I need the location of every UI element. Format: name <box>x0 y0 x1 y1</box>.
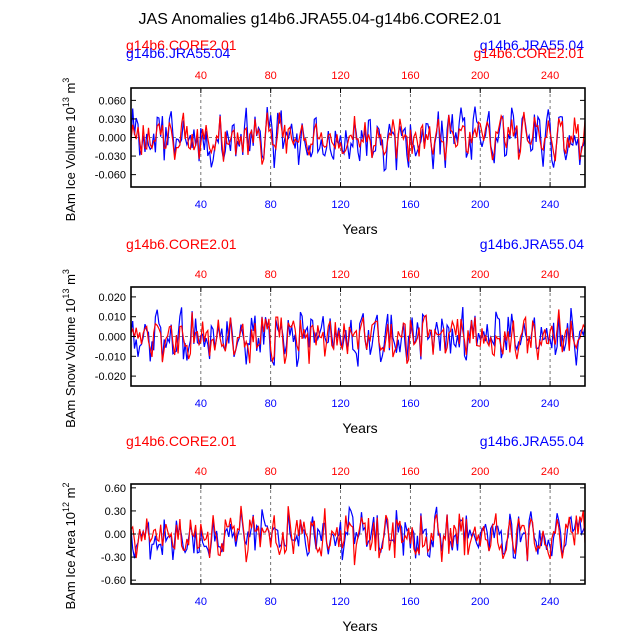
y-axis-title-exp: 13 <box>61 289 71 299</box>
panel-2: -0.020 -0.010 0.000 0.010 0.020 40 40 80 80 120 12… <box>61 236 586 436</box>
x-tick-label-top: 40 <box>195 269 207 281</box>
y-axis-title-exp: 12 <box>61 502 71 512</box>
legend-label-left: g14b6.JRA55.04 <box>126 45 231 61</box>
x-tick-label-bottom: 160 <box>401 596 419 608</box>
legend-label-right: g14b6.JRA55.04 <box>480 236 585 252</box>
x-tick-label-bottom: 160 <box>401 199 419 211</box>
y-tick-label: 0.30 <box>105 506 126 518</box>
y-tick-label: 0.60 <box>105 483 126 495</box>
y-axis-title: BAm Snow Volume 1013 m3 <box>61 269 78 428</box>
x-tick-label-bottom: 200 <box>471 398 489 410</box>
x-tick-label-top: 80 <box>265 70 277 82</box>
x-axis-title: Years <box>342 420 377 436</box>
x-tick-label-bottom: 240 <box>541 398 559 410</box>
x-tick-label-top: 240 <box>541 269 559 281</box>
x-tick-label-bottom: 40 <box>195 596 207 608</box>
y-axis-title-unit: m <box>63 274 78 288</box>
series-line-g14b6-core2-01 <box>131 309 585 364</box>
x-tick-label-top: 160 <box>401 70 419 82</box>
x-axis-title: Years <box>342 618 377 634</box>
y-tick-label: 0.030 <box>98 114 126 126</box>
y-tick-label: -0.60 <box>101 575 126 587</box>
y-tick-label: -0.030 <box>95 151 126 163</box>
x-tick-label-bottom: 120 <box>331 199 349 211</box>
series-line-g14b6-core2-01 <box>131 111 585 165</box>
x-tick-label-bottom: 40 <box>195 199 207 211</box>
series-line-g14b6-jra55-04 <box>131 306 585 367</box>
x-axis-title: Years <box>342 221 377 237</box>
legend-label-left: g14b6.CORE2.01 <box>126 236 237 252</box>
x-tick-label-top: 160 <box>401 269 419 281</box>
chart-panels: -0.060 -0.030 0.000 0.030 0.060 40 40 80 80 120 12… <box>61 37 586 634</box>
y-axis-title-unit: m <box>63 487 78 501</box>
x-tick-label-top: 80 <box>265 269 277 281</box>
x-tick-label-top: 120 <box>331 269 349 281</box>
x-tick-label-bottom: 200 <box>471 199 489 211</box>
x-tick-label-bottom: 240 <box>541 596 559 608</box>
legend-label-right: g14b6.JRA55.04 <box>480 37 585 53</box>
y-axis-title-unit-exp: 2 <box>61 482 71 487</box>
y-tick-label: 0.00 <box>105 529 126 541</box>
legend-label-right: g14b6.CORE2.01 <box>473 45 584 61</box>
y-axis-title-main: BAm Ice Area 10 <box>63 512 78 610</box>
panel-3: -0.60 -0.30 0.00 0.30 0.60 40 40 80 80 120 120 160 1… <box>61 433 586 634</box>
y-tick-label: 0.060 <box>98 95 126 107</box>
panel-1: -0.060 -0.030 0.000 0.030 0.060 40 40 80 80 120 12… <box>61 37 586 237</box>
y-axis-title: BAm Ice Volume 1013 m3 <box>61 78 78 222</box>
x-tick-label-bottom: 160 <box>401 398 419 410</box>
x-tick-label-top: 40 <box>195 70 207 82</box>
x-tick-label-bottom: 200 <box>471 596 489 608</box>
y-tick-label: -0.30 <box>101 552 126 564</box>
y-tick-label: -0.060 <box>95 170 126 182</box>
legend-label-right: g14b6.JRA55.04 <box>480 433 585 449</box>
x-tick-label-top: 120 <box>331 70 349 82</box>
y-axis-title-main: BAm Snow Volume 10 <box>63 299 78 428</box>
x-tick-label-bottom: 120 <box>331 596 349 608</box>
x-tick-label-top: 240 <box>541 70 559 82</box>
y-axis-title: BAm Ice Area 1012 m2 <box>61 482 78 609</box>
y-axis-title-unit-exp: 3 <box>61 269 71 274</box>
x-tick-label-bottom: 80 <box>265 596 277 608</box>
y-axis-title-exp: 13 <box>61 97 71 107</box>
x-tick-label-bottom: 80 <box>265 398 277 410</box>
x-tick-label-bottom: 80 <box>265 199 277 211</box>
y-axis-title-unit-exp: 3 <box>61 78 71 83</box>
y-tick-label: 0.000 <box>98 133 126 145</box>
series-line-g14b6-jra55-04 <box>131 106 585 173</box>
y-tick-label: -0.010 <box>95 351 126 363</box>
y-tick-label: 0.000 <box>98 332 126 344</box>
x-tick-label-top: 200 <box>471 466 489 478</box>
figure-title: JAS Anomalies g14b6.JRA55.04-g14b6.CORE2… <box>139 11 502 28</box>
series-line-g14b6-core2-01 <box>131 505 585 566</box>
y-tick-label: -0.020 <box>95 371 126 383</box>
x-tick-label-top: 200 <box>471 70 489 82</box>
x-tick-label-top: 240 <box>541 466 559 478</box>
legend-label-left: g14b6.CORE2.01 <box>126 37 237 53</box>
x-tick-label-top: 80 <box>265 466 277 478</box>
x-tick-label-bottom: 240 <box>541 199 559 211</box>
y-axis-title-unit: m <box>63 83 78 97</box>
y-axis-title-main: BAm Ice Volume 10 <box>63 107 78 221</box>
y-tick-label: 0.020 <box>98 292 126 304</box>
x-tick-label-top: 40 <box>195 466 207 478</box>
legend-label-left: g14b6.CORE2.01 <box>126 433 237 449</box>
x-tick-label-top: 160 <box>401 466 419 478</box>
x-tick-label-bottom: 120 <box>331 398 349 410</box>
y-tick-label: 0.010 <box>98 312 126 324</box>
x-tick-label-bottom: 40 <box>195 398 207 410</box>
x-tick-label-top: 120 <box>331 466 349 478</box>
x-tick-label-top: 200 <box>471 269 489 281</box>
